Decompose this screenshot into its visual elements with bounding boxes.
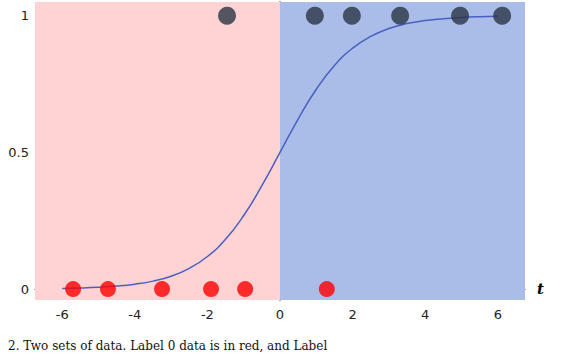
svg-text:-2: -2 bbox=[201, 307, 214, 322]
svg-text:-6: -6 bbox=[56, 307, 69, 322]
svg-text:2: 2 bbox=[348, 307, 356, 322]
svg-text:0: 0 bbox=[21, 282, 29, 297]
svg-text:0.5: 0.5 bbox=[8, 145, 29, 160]
svg-text:t: t bbox=[537, 280, 544, 298]
svg-text:1: 1 bbox=[21, 8, 29, 23]
svg-text:6: 6 bbox=[494, 307, 502, 322]
svg-text:0: 0 bbox=[276, 307, 284, 322]
svg-text:2. Two sets of data. Label 0 d: 2. Two sets of data. Label 0 data is in … bbox=[8, 339, 327, 353]
svg-text:4: 4 bbox=[421, 307, 429, 322]
svg-text:-4: -4 bbox=[128, 307, 141, 322]
